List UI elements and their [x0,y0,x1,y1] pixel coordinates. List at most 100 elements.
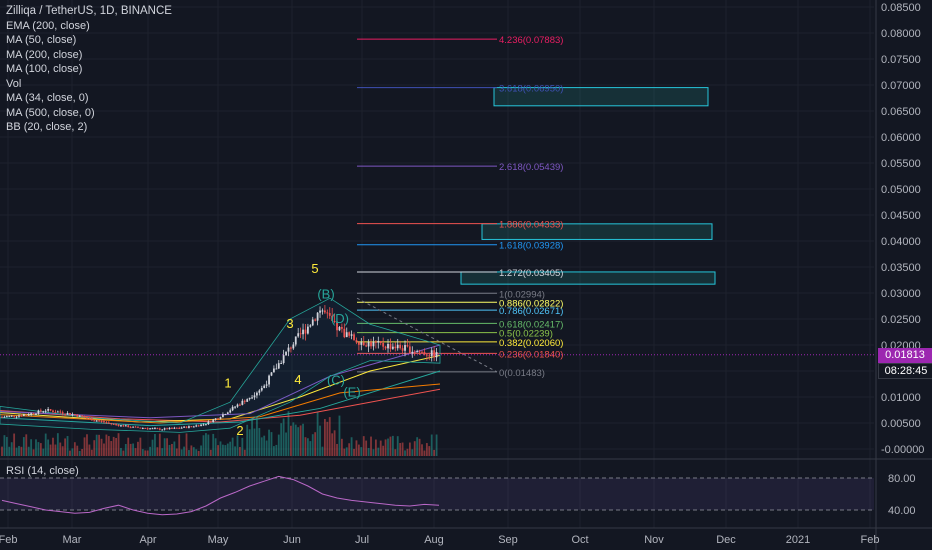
moving-average-line [0,383,441,424]
volume-bar [425,443,428,456]
price-tick-label: 0.02500 [881,314,921,326]
volume-bar [231,437,234,456]
candle-body [146,428,149,430]
volume-bar [389,436,392,456]
volume-bar [168,444,171,456]
time-tick-label: Apr [139,534,156,546]
volume-bar [86,434,88,456]
volume-bar [3,435,6,456]
volume-bar [214,438,217,456]
candle-body [302,329,304,335]
candle-body [336,321,338,331]
candle-body [71,414,74,416]
wave-label: 3 [286,316,293,331]
volume-bar [280,423,283,456]
legend-item-bb[interactable]: BB (20, close, 2) [6,121,88,133]
legend-item-vol[interactable]: Vol [6,77,22,90]
target-zone-box [493,87,709,107]
volume-bar [59,442,62,456]
candle-body [180,427,183,429]
candle-body [103,421,105,423]
volume-bar [416,437,419,456]
volume-bar [117,433,120,456]
volume-bar [348,443,351,456]
volume-bar [287,411,290,456]
candle-body [168,427,171,430]
volume-bar [32,449,35,456]
fib-level-label: 1.272(0.03405) [499,268,563,279]
volume-bar [246,424,249,456]
elliott-wave-labels: 1 2 3 4 5 (B) (D) (C)(E) [224,261,360,438]
candle-body [377,341,380,343]
candle-body [316,312,319,321]
candle-body [90,418,93,421]
volume-bar [71,448,74,456]
volume-bar [355,440,358,456]
volume-bar [173,441,176,456]
candle-body [343,328,346,338]
candle-body [141,427,144,429]
candle-body [418,351,421,353]
candle-body [107,422,110,424]
candle-body [251,397,253,399]
candle-body [73,414,76,416]
legend-item-ma34[interactable]: MA (34, close, 0) [6,92,89,104]
volume-bar [112,436,115,456]
candle-body [127,425,130,428]
candle-body [256,392,258,396]
candle-body [5,416,8,418]
candle-body [396,344,399,349]
symbol-title[interactable]: Zilliqa / TetherUS, 1D, BINANCE [6,5,172,17]
legend-item-ma100[interactable]: MA (100, close) [6,63,83,75]
volume-bar [411,449,414,456]
volume-bar [180,449,183,456]
volume-bar [384,439,387,456]
volume-bar [391,435,394,456]
volume-bar [234,446,236,456]
candle-body [30,413,33,415]
candle-body [66,412,69,415]
candle-body [365,345,368,347]
wave-label: (C) [327,373,345,388]
candle-body [61,412,64,414]
candle-body [166,428,168,430]
time-tick-label: 2021 [786,534,810,546]
candle-body [430,350,433,357]
wave-label: (B) [317,287,334,302]
volume-bar [98,434,101,456]
legend-item-ma50[interactable]: MA (50, close) [6,34,77,46]
volume-bar [5,436,8,456]
candle-body [411,351,414,354]
volume-bar [239,446,241,456]
fib-extension-levels: 0(0.01483)0.236(0.01840)0.382(0.02060)0.… [0,35,874,379]
volume-bar [314,432,317,456]
price-tick-label: 0.01000 [881,392,921,404]
legend-item-ema200[interactable]: EMA (200, close) [6,19,90,32]
rsi-legend-label[interactable]: RSI (14, close) [6,465,79,477]
candle-body [350,334,353,336]
volume-bar [299,425,302,456]
volume-bar [64,438,67,456]
volume-bar [151,439,154,456]
candle-body [328,313,331,316]
volume-bar [331,433,334,456]
volume-bar [367,447,370,456]
candle-body [217,418,219,420]
candle-body [372,341,375,347]
volume-bar [49,444,52,456]
wave-label: (E) [343,384,360,399]
fib-trend-line [356,297,498,373]
candle-body [32,413,35,415]
volume-bar [326,421,329,456]
volume-bar [270,432,273,456]
legend-item-ma500[interactable]: MA (500, close, 0) [6,106,95,119]
candle-body [367,341,370,347]
legend-item-ma200[interactable]: MA (200, close) [6,48,83,61]
candle-body [39,410,42,412]
volume-bar [93,440,96,456]
candle-body [25,414,28,416]
volume-bar [362,436,365,456]
candle-body [314,319,317,321]
candle-body [248,397,251,400]
